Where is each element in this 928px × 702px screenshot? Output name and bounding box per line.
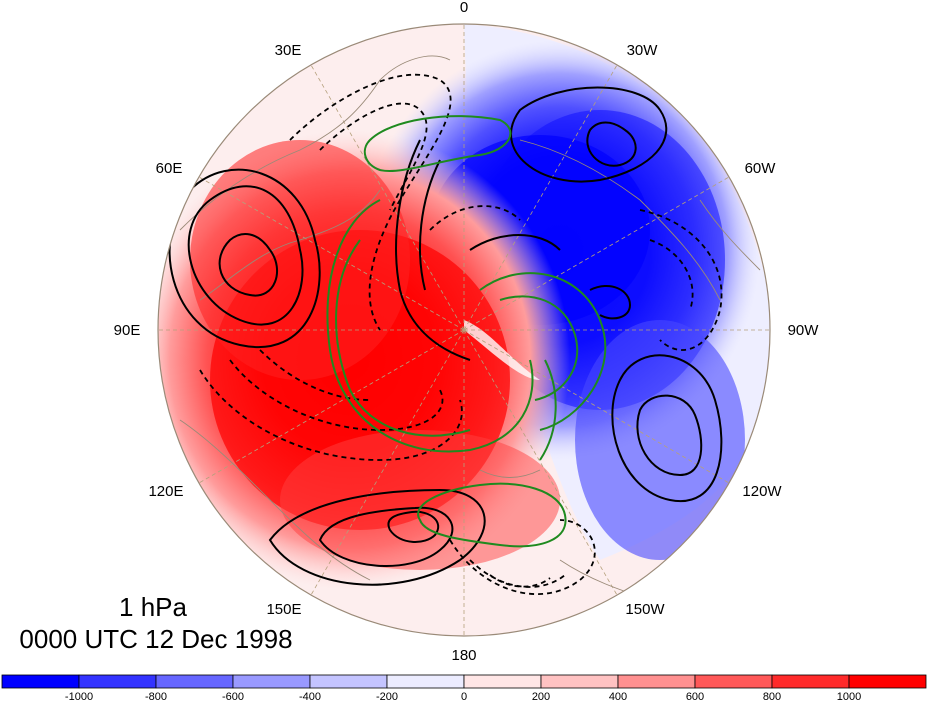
colorbar-tick-label: -400 [299, 691, 321, 702]
colorbar-tick-label: -200 [376, 691, 398, 702]
lon-label-60w: 60W [745, 160, 777, 177]
colorbar-box [155, 674, 234, 689]
colorbar-boxes [1, 674, 927, 689]
lon-label-60e: 60E [156, 160, 183, 177]
lon-label-30w: 30W [627, 42, 659, 59]
colorbar-box [309, 674, 388, 689]
colorbar-tick-label: 0 [461, 691, 467, 702]
pressure-level-title: 1 hPa [119, 592, 187, 622]
lon-label-90w: 90W [788, 322, 820, 339]
dashed-contours [199, 73, 723, 595]
longitude-labels: 0 30W 60W 90W 120W 150W 180 150E 120E 90… [114, 0, 820, 664]
colorbar-tick-label: 600 [686, 691, 704, 702]
colorbar-box [848, 674, 927, 689]
lon-label-90e: 90E [114, 322, 141, 339]
lon-label-30e: 30E [275, 42, 302, 59]
colorbar-box [1, 674, 80, 689]
timestamp-title: 0000 UTC 12 Dec 1998 [19, 624, 293, 654]
colorbar-box [386, 674, 465, 689]
lon-label-120e: 120E [148, 483, 183, 500]
polar-map: 0 30W 60W 90W 120W 150W 180 150E 120E 90… [114, 0, 820, 664]
colorbar-tick-label: -800 [145, 691, 167, 702]
lon-label-150w: 150W [625, 601, 665, 618]
colorbar-box [232, 674, 311, 689]
solid-contours [168, 86, 723, 586]
colorbar-box [540, 674, 619, 689]
colorbar-tick-label: -1000 [65, 691, 93, 702]
lon-label-120w: 120W [742, 483, 782, 500]
map-boundary [157, 23, 771, 637]
colorbar-box [771, 674, 850, 689]
colorbar-box [463, 674, 542, 689]
colorbar-tick-label: 800 [763, 691, 781, 702]
graticule [158, 24, 770, 636]
colorbar: -1000 -800 -600 -400 -200 0 200 400 600 800 1000 [1, 674, 927, 702]
green-contours [326, 115, 607, 548]
colorbar-tick-label: 200 [532, 691, 550, 702]
colorbar-box [694, 674, 773, 689]
fill-field [158, 24, 770, 590]
lon-label-180: 180 [451, 647, 476, 664]
colorbar-tick-label: -600 [222, 691, 244, 702]
colorbar-tick-label: 1000 [837, 691, 861, 702]
lon-label-150e: 150E [266, 601, 301, 618]
colorbar-tick-label: 400 [609, 691, 627, 702]
colorbar-box [617, 674, 696, 689]
colorbar-ticks: -1000 -800 -600 -400 -200 0 200 400 600 800 1000 [65, 691, 861, 702]
lon-label-0: 0 [460, 0, 468, 16]
colorbar-box [78, 674, 157, 689]
